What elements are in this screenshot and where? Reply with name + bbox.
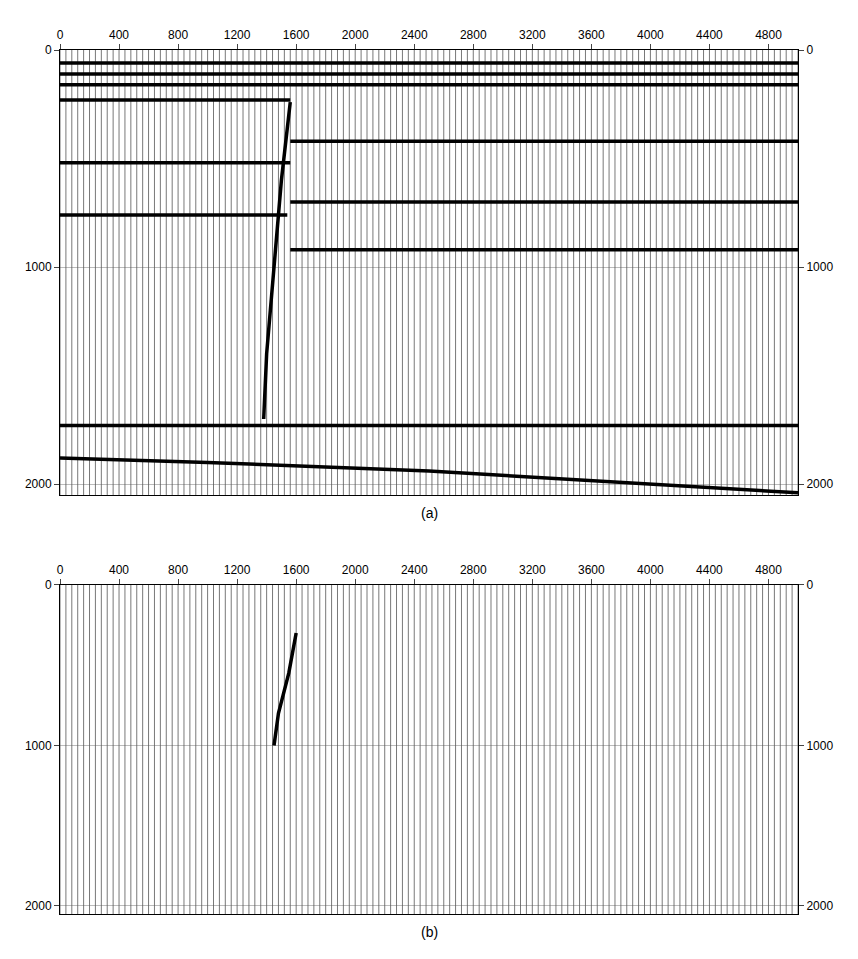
svg-text:1000: 1000	[806, 260, 833, 274]
svg-text:2000: 2000	[342, 563, 369, 577]
svg-text:3600: 3600	[578, 563, 605, 577]
svg-text:1600: 1600	[283, 563, 310, 577]
svg-text:2000: 2000	[806, 477, 833, 491]
svg-text:0: 0	[806, 578, 813, 592]
svg-text:1200: 1200	[224, 28, 251, 42]
svg-text:2400: 2400	[401, 28, 428, 42]
svg-text:0: 0	[57, 563, 64, 577]
svg-text:1600: 1600	[283, 28, 310, 42]
svg-text:3200: 3200	[519, 563, 546, 577]
svg-text:2000: 2000	[806, 899, 833, 913]
svg-text:0: 0	[57, 28, 64, 42]
svg-text:1000: 1000	[25, 739, 52, 753]
svg-text:4800: 4800	[755, 28, 782, 42]
svg-text:2000: 2000	[25, 477, 52, 491]
svg-text:400: 400	[109, 28, 129, 42]
svg-text:800: 800	[168, 28, 188, 42]
svg-text:3200: 3200	[519, 28, 546, 42]
svg-text:4400: 4400	[696, 28, 723, 42]
svg-text:4000: 4000	[637, 563, 664, 577]
svg-text:4000: 4000	[637, 28, 664, 42]
svg-text:4400: 4400	[696, 563, 723, 577]
svg-text:2000: 2000	[25, 899, 52, 913]
svg-text:2800: 2800	[460, 563, 487, 577]
svg-text:1000: 1000	[806, 739, 833, 753]
svg-text:4800: 4800	[755, 563, 782, 577]
svg-text:800: 800	[168, 563, 188, 577]
svg-text:0: 0	[45, 43, 52, 57]
svg-text:0: 0	[806, 43, 813, 57]
svg-text:2800: 2800	[460, 28, 487, 42]
svg-text:3600: 3600	[578, 28, 605, 42]
svg-text:(a): (a)	[421, 505, 438, 521]
svg-text:1200: 1200	[224, 563, 251, 577]
svg-text:(b): (b)	[421, 924, 438, 940]
svg-text:2000: 2000	[342, 28, 369, 42]
svg-text:400: 400	[109, 563, 129, 577]
svg-text:0: 0	[45, 578, 52, 592]
svg-text:2400: 2400	[401, 563, 428, 577]
svg-text:1000: 1000	[25, 260, 52, 274]
